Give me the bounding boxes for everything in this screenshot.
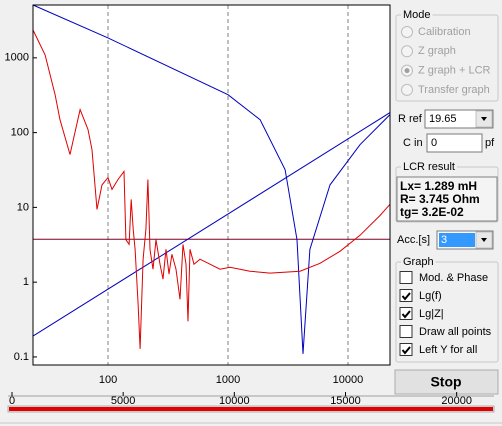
- y-tick-label: 0.1: [14, 351, 29, 363]
- checkbox[interactable]: [399, 325, 413, 338]
- acc-value[interactable]: 3: [441, 234, 447, 246]
- checkbox-label[interactable]: Left Y for all: [419, 344, 477, 356]
- radio-button[interactable]: [401, 45, 413, 58]
- c-in-unit: pf: [485, 137, 495, 149]
- check-mark: [401, 346, 411, 355]
- check-mark: [401, 292, 411, 301]
- y-tick-label: 100: [11, 127, 29, 139]
- plot-border: [32, 4, 391, 366]
- checkbox[interactable]: [399, 307, 413, 320]
- x-tick-label: 100: [99, 374, 117, 386]
- lcr-line: R= 3.745 Ohm: [400, 192, 480, 206]
- combo-arrow: [481, 238, 487, 242]
- ruler-label: 20000: [441, 395, 472, 407]
- y-tick-label: 10: [17, 201, 29, 213]
- r-ref-value[interactable]: 19.65: [429, 113, 457, 125]
- r-ref-label: R ref: [398, 113, 423, 125]
- plot-area: [32, 4, 391, 366]
- ruler-label: 0: [9, 395, 15, 407]
- lcr-box: [396, 176, 498, 222]
- checkbox[interactable]: [399, 343, 413, 356]
- checkbox-label[interactable]: Mod. & Phase: [419, 272, 488, 284]
- combo-arrow: [481, 117, 487, 121]
- x-tick-label: 10000: [333, 374, 364, 386]
- acc-highlight: [439, 233, 475, 247]
- data-line: [32, 112, 391, 337]
- c-in-input[interactable]: [426, 133, 483, 153]
- radio-label[interactable]: Transfer graph: [418, 84, 490, 96]
- stop-label[interactable]: Stop: [430, 374, 461, 390]
- checkbox[interactable]: [399, 289, 413, 302]
- radio-button[interactable]: [401, 83, 413, 96]
- lcr-group-title: LCR result: [403, 161, 455, 173]
- data-line: [32, 4, 391, 354]
- ruler-label: 5000: [111, 395, 135, 407]
- y-tick-label: 1: [23, 276, 29, 288]
- checkbox[interactable]: [399, 271, 413, 284]
- radio-dot: [404, 68, 410, 74]
- checkbox-label[interactable]: Lg(f): [419, 290, 442, 302]
- ruler-label: 15000: [330, 395, 361, 407]
- mode-group-frame: [395, 14, 499, 102]
- x-tick-label: 1000: [216, 374, 240, 386]
- ruler-label: 10000: [219, 395, 250, 407]
- graph-group-title-bg: [401, 255, 436, 268]
- radio-label[interactable]: Z graph + LCR: [418, 65, 491, 77]
- mode-group-title: Mode: [403, 9, 431, 21]
- graph-group-title: Graph: [403, 256, 434, 268]
- lcr-line: Lx= 1.289 mH: [400, 179, 477, 193]
- lcr-line: tg= 3.2E-02: [400, 205, 464, 219]
- acc-label: Acc.[s]: [397, 234, 430, 246]
- data-line: [32, 29, 391, 349]
- lcr-group-title-bg: [401, 160, 457, 173]
- mode-group-title-bg: [401, 8, 433, 21]
- stop-button[interactable]: [394, 369, 499, 395]
- checkbox-label[interactable]: Lg|Z|: [419, 308, 444, 320]
- checkbox-label[interactable]: Draw all points: [419, 326, 492, 338]
- c-in-value[interactable]: 0: [431, 137, 437, 149]
- y-tick-label: 1000: [5, 52, 29, 64]
- c-in-label: C in: [403, 137, 423, 149]
- graph-group-frame: [395, 261, 499, 363]
- slider-range[interactable]: [9, 407, 493, 411]
- radio-label[interactable]: Z graph: [418, 45, 456, 57]
- radio-label[interactable]: Calibration: [418, 26, 471, 38]
- check-mark: [401, 310, 411, 319]
- radio-button[interactable]: [401, 26, 413, 38]
